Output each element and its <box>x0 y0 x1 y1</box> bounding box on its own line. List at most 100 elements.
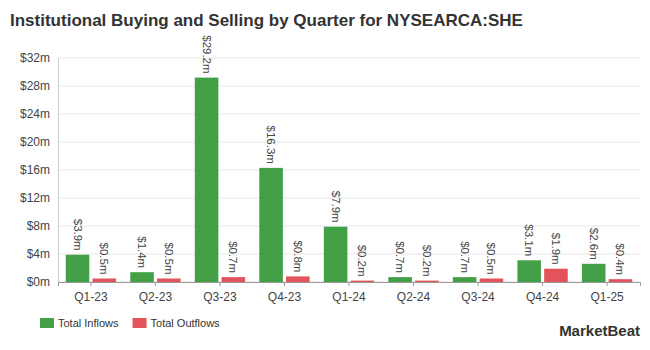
y-tick: $28m <box>20 79 58 93</box>
data-label: $1.9m <box>550 233 562 265</box>
bar <box>93 279 117 283</box>
x-tick-label: Q1-24 <box>332 290 366 304</box>
y-tick: $0m <box>27 275 58 289</box>
legend-item: Total Outflows <box>133 317 221 329</box>
data-label: $0.4m <box>614 243 626 275</box>
bar <box>351 281 375 282</box>
data-label: $7.9m <box>330 191 342 223</box>
data-label: $0.5m <box>98 243 110 275</box>
x-tick-mark <box>90 282 91 286</box>
x-axis-line <box>59 283 641 287</box>
legend-label: Total Outflows <box>151 317 221 329</box>
x-tick: Q1-23 <box>74 282 108 304</box>
x-tick-label: Q4-23 <box>268 290 302 304</box>
y-tick-label: $0m <box>27 275 50 289</box>
legend-swatch <box>40 318 54 328</box>
data-label: $0.7m <box>394 241 406 273</box>
x-tick-mark <box>219 282 220 286</box>
data-label: $3.1m <box>523 224 535 256</box>
y-tick: $24m <box>20 107 58 121</box>
y-tick-label: $16m <box>20 163 50 177</box>
y-tick: $8m <box>27 219 58 233</box>
y-tick-label: $24m <box>20 107 50 121</box>
data-label: $0.7m <box>227 241 239 273</box>
bar <box>544 269 568 282</box>
y-tick-label: $12m <box>20 191 50 205</box>
title: Institutional Buying and Selling by Quar… <box>10 11 523 30</box>
bars <box>66 78 633 282</box>
x-tick-mark <box>542 282 543 286</box>
data-label: $0.8m <box>292 240 304 272</box>
x-tick-mark <box>478 282 479 286</box>
x-tick-label: Q1-23 <box>74 290 108 304</box>
bar <box>259 168 283 282</box>
data-label: $0.2m <box>421 245 433 277</box>
grid-line <box>58 170 640 171</box>
legend-swatch <box>133 318 147 328</box>
series-bars <box>66 78 606 282</box>
x-tick-label: Q3-24 <box>461 290 495 304</box>
y-tick-label: $32m <box>20 51 50 65</box>
bar <box>222 277 246 282</box>
data-label: $1.4m <box>136 236 148 268</box>
x-tick: Q1-24 <box>332 282 366 304</box>
bar <box>609 279 633 282</box>
grid <box>58 58 640 282</box>
bar <box>388 277 412 282</box>
bar <box>157 279 181 283</box>
bar <box>453 277 477 282</box>
x-tick-label: Q2-23 <box>139 290 173 304</box>
y-tick-label: $8m <box>27 219 50 233</box>
legend-item: Total Inflows <box>40 317 119 329</box>
grid-line <box>58 86 640 87</box>
x-tick-label: Q3-23 <box>203 290 237 304</box>
data-label: $0.7m <box>459 241 471 273</box>
bar <box>195 78 219 282</box>
x-tick: Q4-24 <box>526 282 560 304</box>
bar <box>130 272 154 282</box>
y-axis: $0m $4m $8m $12m $16m $20m $24m $28m $32m <box>20 51 59 289</box>
grid-line <box>58 58 640 59</box>
y-axis-line <box>58 59 59 283</box>
x-tick: Q3-24 <box>461 282 495 304</box>
y-tick: $20m <box>20 135 58 149</box>
data-label: $0.5m <box>163 243 175 275</box>
x-tick-label: Q4-24 <box>526 290 560 304</box>
grid-line <box>58 226 640 227</box>
bar <box>480 279 504 283</box>
x-tick-label: Q2-24 <box>397 290 431 304</box>
data-label: $3.9m <box>72 219 84 251</box>
x-tick-label: Q1-25 <box>590 290 624 304</box>
x-tick-mark <box>413 282 414 286</box>
x-tick-mark <box>607 282 608 286</box>
x-tick: Q2-23 <box>139 282 173 304</box>
legend-label: Total Inflows <box>58 317 119 329</box>
grid-line <box>58 114 640 115</box>
data-label: $16.3m <box>265 126 277 164</box>
bar <box>286 276 310 282</box>
y-tick: $4m <box>27 247 58 261</box>
x-tick: Q4-23 <box>268 282 302 304</box>
x-tick: Q2-24 <box>397 282 431 304</box>
chart: Institutional Buying and Selling by Quar… <box>0 0 650 350</box>
data-label: $0.5m <box>485 243 497 275</box>
bar <box>517 260 541 282</box>
plot: $0m $4m $8m $12m $16m $20m $24m $28m $32m Q1-23 Q2… <box>20 35 641 303</box>
x-tick-mark <box>155 282 156 286</box>
grid-line <box>58 198 640 199</box>
bar <box>324 227 348 282</box>
legend: Total Inflows Total Outflows <box>40 317 220 329</box>
bar <box>66 255 90 282</box>
y-tick-label: $28m <box>20 79 50 93</box>
data-label: $29.2m <box>201 35 213 73</box>
data-labels: $3.9m $1.4m $29.2m $16.3m $7.9m $0.7m $0.7m $3.… <box>72 35 627 276</box>
x-tick: Q3-23 <box>203 282 237 304</box>
y-tick: $16m <box>20 163 58 177</box>
bar <box>415 281 439 282</box>
y-tick-label: $20m <box>20 135 50 149</box>
bar <box>582 264 606 282</box>
y-tick: $32m <box>20 51 58 65</box>
data-label: $2.6m <box>588 228 600 260</box>
y-tick: $12m <box>20 191 58 205</box>
grid-line <box>58 142 640 143</box>
